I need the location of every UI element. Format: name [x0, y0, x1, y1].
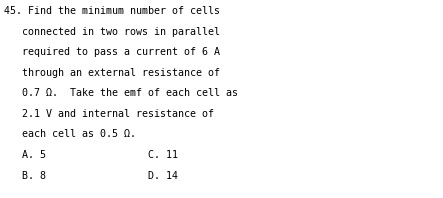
Text: 0.7 Ω.  Take the emf of each cell as: 0.7 Ω. Take the emf of each cell as [4, 88, 238, 98]
Text: A. 5                 C. 11: A. 5 C. 11 [4, 150, 179, 160]
Text: connected in two rows in parallel: connected in two rows in parallel [4, 27, 221, 37]
Text: required to pass a current of 6 A: required to pass a current of 6 A [4, 47, 221, 57]
Text: 45. Find the minimum number of cells: 45. Find the minimum number of cells [4, 6, 221, 16]
Text: each cell as 0.5 Ω.: each cell as 0.5 Ω. [4, 129, 136, 140]
Text: B. 8                 D. 14: B. 8 D. 14 [4, 171, 179, 181]
Text: through an external resistance of: through an external resistance of [4, 68, 221, 78]
Text: 2.1 V and internal resistance of: 2.1 V and internal resistance of [4, 109, 214, 119]
